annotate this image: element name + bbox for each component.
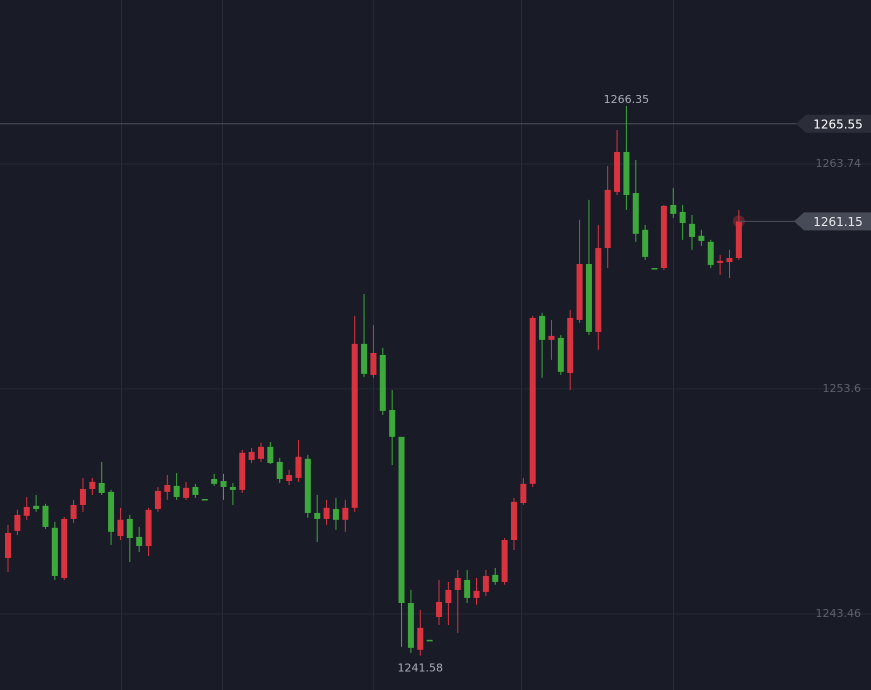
candle-body [267,446,274,464]
candle-body [501,540,508,582]
candle-body [585,264,592,332]
candle-body [379,354,386,411]
low-annotation: 1241.58 [398,662,444,675]
candle-body [201,498,208,501]
candle-body [5,532,11,558]
candle-body [314,512,321,519]
candle-body [689,223,696,237]
candle-body [332,508,339,520]
candle-body [614,151,621,192]
price-tag-label: 1265.55 [813,117,863,131]
candle-body [98,483,105,493]
candle-body [14,514,21,531]
candle-body [70,504,77,519]
price-tag-label: 1261.15 [813,215,863,229]
candle-body [23,506,30,516]
candle-body [323,507,330,519]
candle-body [351,343,358,508]
candle-body [557,337,564,372]
candle-body [183,487,190,498]
candle-body [342,507,349,520]
candle-body [548,335,555,340]
candle-body [417,627,424,650]
candle-body [126,518,133,539]
price-tag [794,212,871,231]
candle-body [529,317,536,484]
candle-body [248,451,255,460]
candle-body [389,410,396,437]
candle-body [660,205,667,269]
candle-body [464,579,471,598]
candle-body [726,258,733,263]
candle-body [42,505,49,527]
y-tick-label: 1263.74 [816,157,862,170]
candle-body [707,241,714,265]
candle-body [211,479,218,484]
candle-body [567,317,574,373]
candle-body [220,481,227,487]
candle-body [154,490,161,509]
candle-body [257,446,264,459]
candle-body [604,189,611,249]
y-tick-label: 1253.6 [823,382,862,395]
candle-body [670,205,677,214]
candle-body [473,590,480,598]
candle-body [698,235,705,241]
candle-body [173,485,180,497]
candle-body [735,221,742,259]
candle-body [492,574,499,582]
candle-body [136,536,143,547]
candle-body [717,260,724,263]
candle-body [632,193,639,234]
candle-body [520,483,527,503]
candle-body [510,501,517,541]
candle-body [651,268,658,270]
candle-body [239,452,246,490]
candle-body [117,519,124,537]
candle-body [79,488,86,505]
candle-body [426,639,433,642]
candle-body [679,211,686,223]
candle-body [454,577,461,590]
candle-body [642,229,649,257]
candle-body [295,456,302,478]
high-annotation: 1266.35 [604,93,650,106]
candle-body [192,486,199,495]
candle-body [482,575,489,592]
candle-body [398,436,405,604]
candle-body [539,315,546,340]
candle-body [445,589,452,604]
candle-body [623,151,630,196]
candle-body [108,491,115,532]
y-tick-label: 1243.46 [816,607,862,620]
candle-body [51,527,58,576]
candle-body [407,603,414,648]
candle-body [370,352,377,375]
candle-body [229,486,236,490]
price-tag [796,114,871,133]
candle-body [304,458,311,513]
candle-body [436,601,443,618]
candle-body [61,518,68,578]
candle-body [145,509,152,547]
candle-body [89,481,96,489]
candle-body [33,505,40,509]
candle-body [276,461,283,480]
candle-body [286,475,293,482]
candle-body [164,484,171,492]
candle-body [595,248,602,332]
candle-body [576,264,583,320]
candle-body [361,343,368,374]
